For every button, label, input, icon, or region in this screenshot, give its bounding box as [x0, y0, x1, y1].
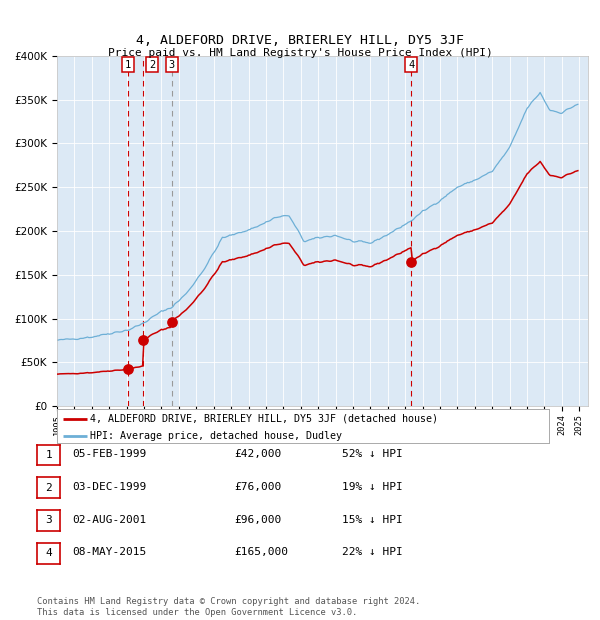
Text: 2: 2: [45, 482, 52, 493]
Text: 15% ↓ HPI: 15% ↓ HPI: [342, 515, 403, 525]
Text: 4, ALDEFORD DRIVE, BRIERLEY HILL, DY5 3JF: 4, ALDEFORD DRIVE, BRIERLEY HILL, DY5 3J…: [136, 34, 464, 46]
Text: Contains HM Land Registry data © Crown copyright and database right 2024.
This d: Contains HM Land Registry data © Crown c…: [37, 598, 421, 617]
Text: 52% ↓ HPI: 52% ↓ HPI: [342, 449, 403, 459]
Text: 22% ↓ HPI: 22% ↓ HPI: [342, 547, 403, 557]
Text: 19% ↓ HPI: 19% ↓ HPI: [342, 482, 403, 492]
Text: £76,000: £76,000: [234, 482, 281, 492]
Text: 2: 2: [149, 60, 155, 69]
Text: £165,000: £165,000: [234, 547, 288, 557]
Text: 3: 3: [45, 515, 52, 526]
Point: [124, 365, 133, 374]
Text: £42,000: £42,000: [234, 449, 281, 459]
Point: [406, 257, 416, 267]
Text: 02-AUG-2001: 02-AUG-2001: [72, 515, 146, 525]
Text: HPI: Average price, detached house, Dudley: HPI: Average price, detached house, Dudl…: [91, 431, 343, 441]
Text: 08-MAY-2015: 08-MAY-2015: [72, 547, 146, 557]
Text: 03-DEC-1999: 03-DEC-1999: [72, 482, 146, 492]
Text: Price paid vs. HM Land Registry's House Price Index (HPI): Price paid vs. HM Land Registry's House …: [107, 48, 493, 58]
Text: 3: 3: [169, 60, 175, 69]
Text: 1: 1: [125, 60, 131, 69]
Text: 1: 1: [45, 450, 52, 460]
Text: 4: 4: [408, 60, 415, 69]
Text: 4, ALDEFORD DRIVE, BRIERLEY HILL, DY5 3JF (detached house): 4, ALDEFORD DRIVE, BRIERLEY HILL, DY5 3J…: [91, 414, 439, 423]
Point: [167, 317, 176, 327]
Point: [138, 335, 148, 345]
Text: £96,000: £96,000: [234, 515, 281, 525]
Text: 4: 4: [45, 548, 52, 559]
Text: 05-FEB-1999: 05-FEB-1999: [72, 449, 146, 459]
